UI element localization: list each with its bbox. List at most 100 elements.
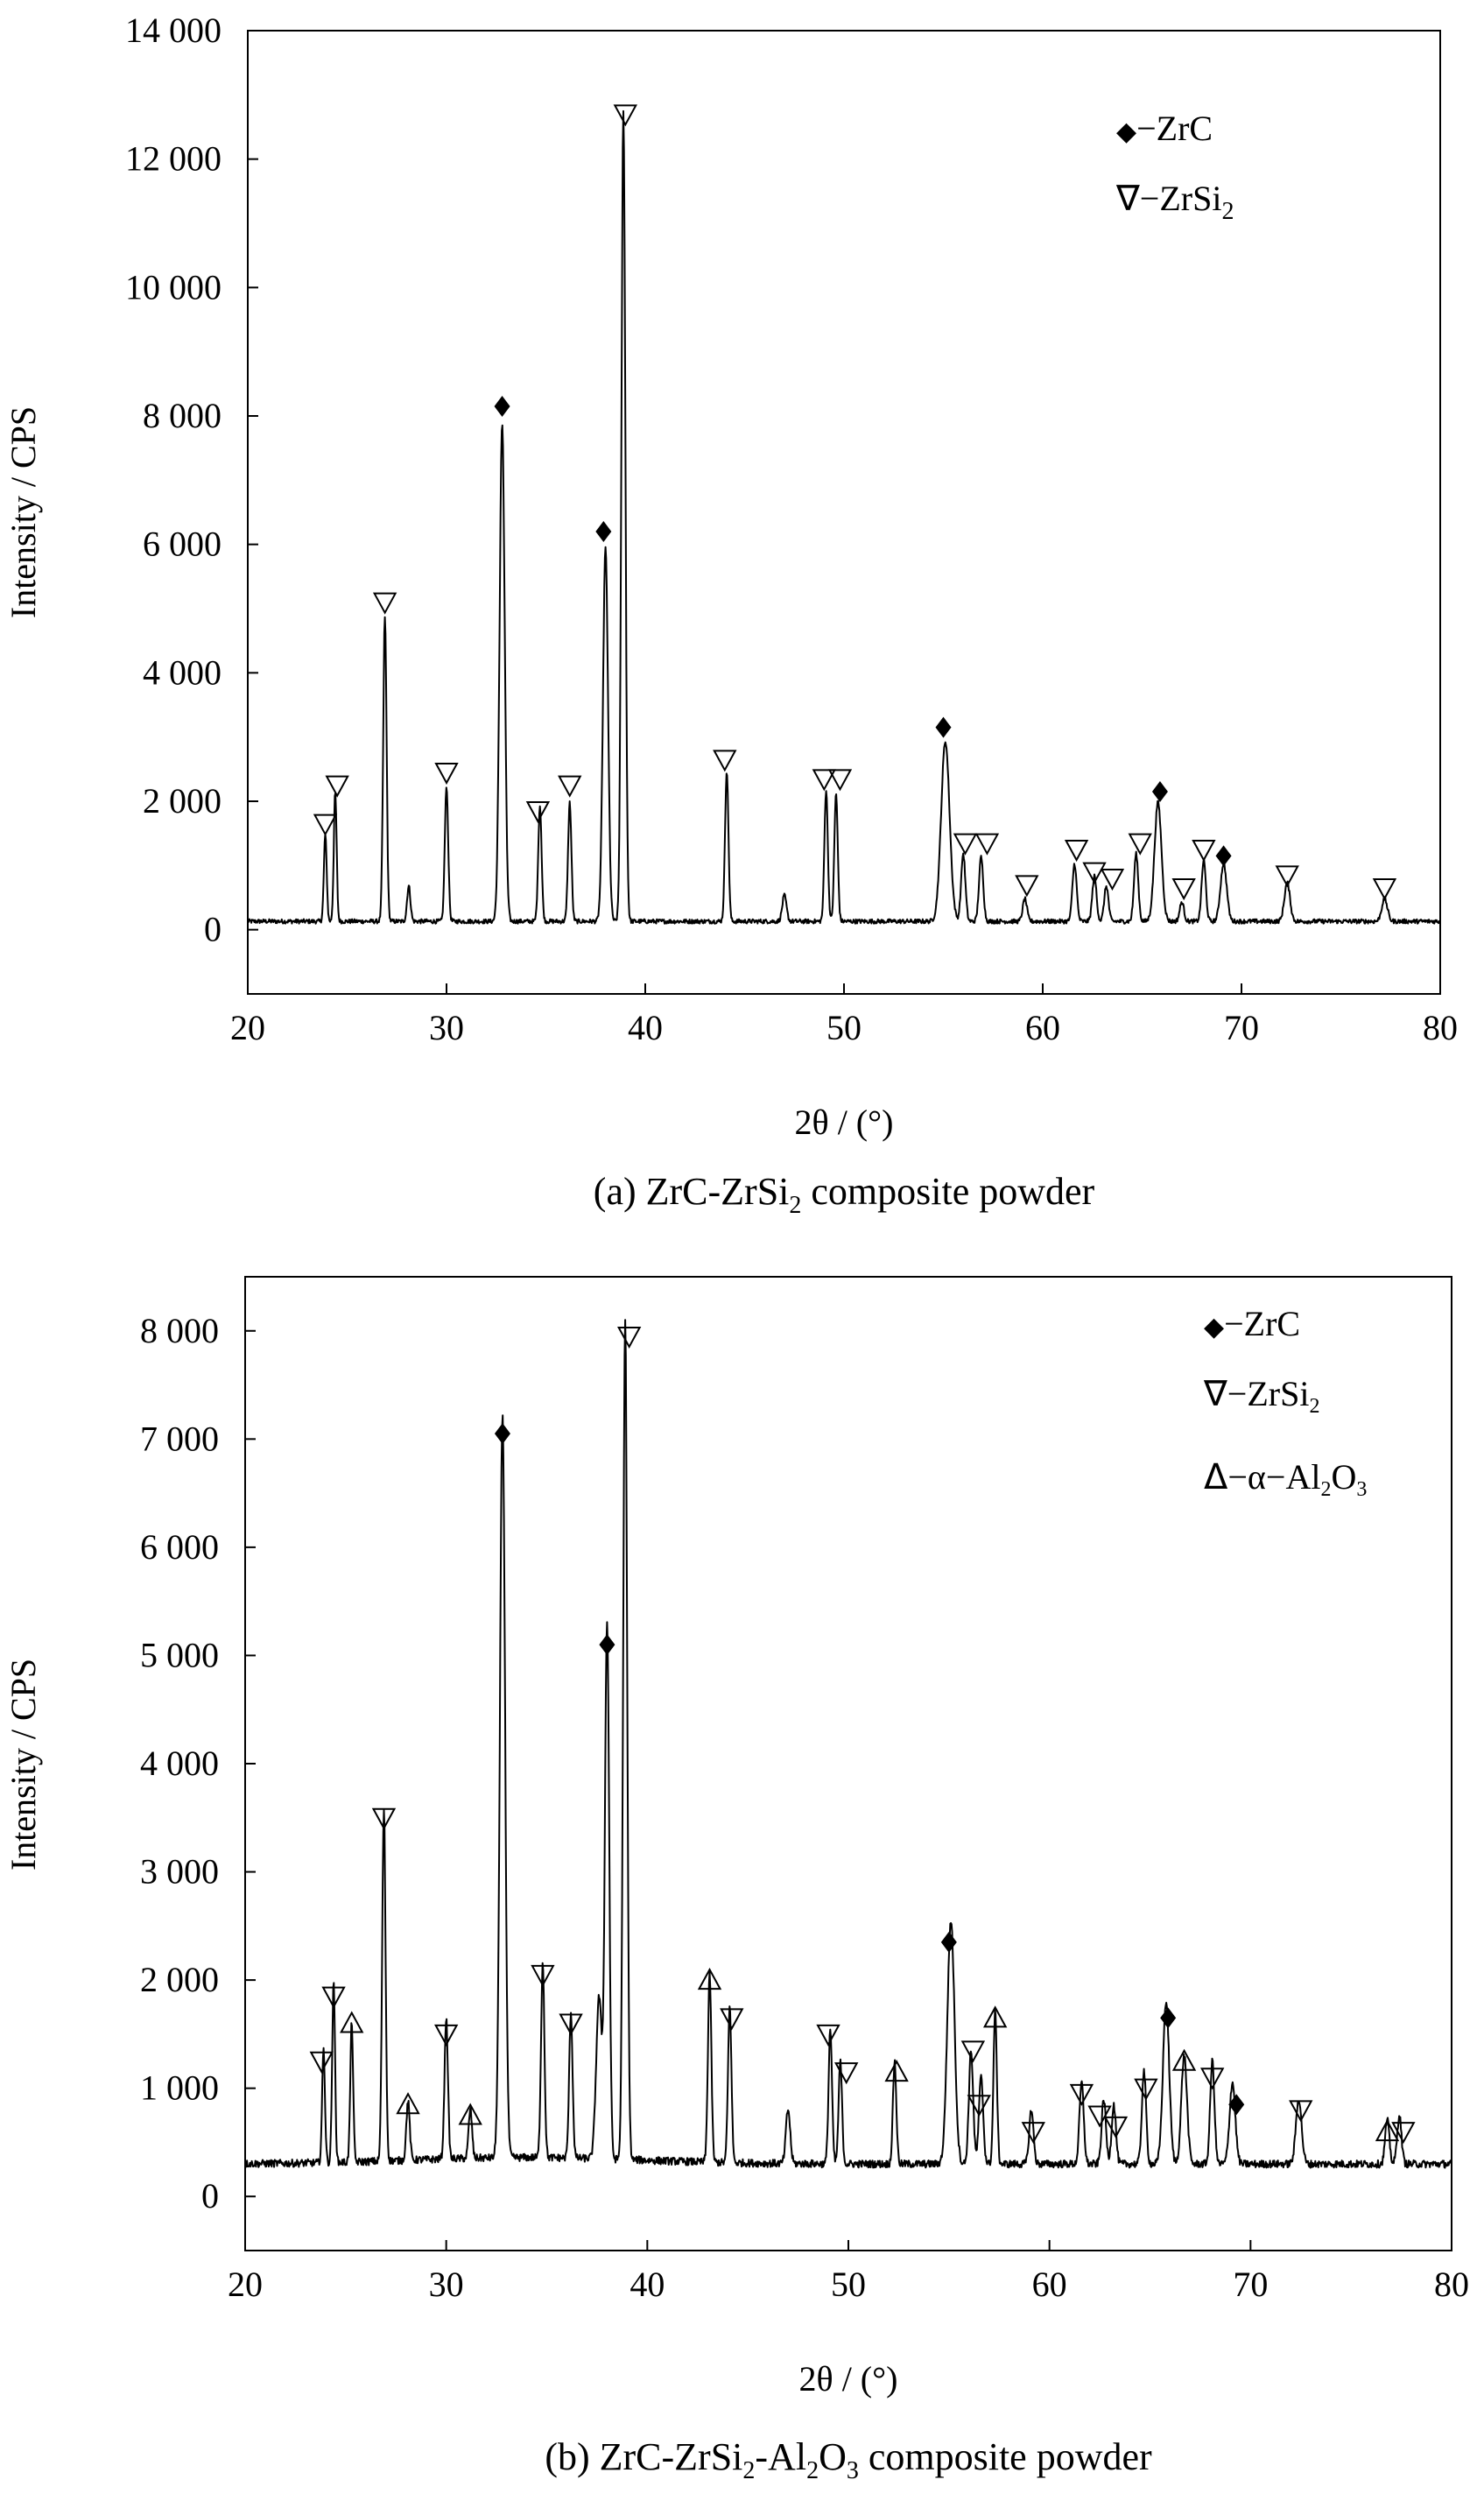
zrsi2-marker — [309, 2051, 334, 2074]
panel-b-legend-al2o3-symbol: Δ — [1204, 1457, 1228, 1497]
panel-b-legend-al2o3: Δ−α−Al2O3 — [1204, 1457, 1367, 1501]
zrsi2-marker — [1192, 840, 1216, 863]
panel-a-legend-zrsi2-sub: 2 — [1221, 198, 1234, 225]
y-tick-label: 4 000 — [140, 1744, 219, 1783]
panel-a-chart: 20 30 40 50 60 70 80 0 2 000 4 000 6 000 8 000 10 00… — [4, 11, 1458, 1219]
panel-b-caption: (b) ZrC-ZrSi2-Al2O3 composite powder — [545, 2435, 1152, 2484]
x-tick-label: 40 — [628, 1008, 663, 1047]
x-tick-label: 20 — [230, 1008, 265, 1047]
y-tick-label: 0 — [201, 2176, 219, 2216]
zrsi2-marker — [1372, 878, 1397, 901]
zrc-marker — [935, 716, 952, 738]
x-tick-label: 30 — [429, 2265, 464, 2304]
zrsi2-marker — [1289, 2100, 1313, 2123]
panel-b-caption-sub2: 2 — [806, 2457, 819, 2484]
panel-a-legend-zrsi2: ∇−ZrSi2 — [1115, 179, 1234, 225]
zrsi2-marker — [313, 814, 338, 836]
zrc-marker — [595, 521, 612, 542]
xrd-pattern-line — [244, 1319, 1452, 2169]
y-tick-label: 4 000 — [143, 652, 222, 692]
zrsi2-marker — [1021, 2122, 1045, 2145]
panel-b-legend-al2o3-mid: O — [1331, 1457, 1356, 1497]
panel-b-legend-al2o3-label: −α−Al — [1227, 1457, 1320, 1497]
zrsi2-marker — [559, 2013, 583, 2036]
x-tick-label: 60 — [1025, 1008, 1060, 1047]
panel-b-legend-al2o3-sub2: 3 — [1356, 1478, 1367, 1501]
y-tick-label: 6 000 — [140, 1527, 219, 1567]
zrsi2-marker — [558, 775, 582, 798]
zrc-marker — [940, 1931, 957, 1953]
zrsi2-marker — [531, 1964, 555, 1988]
y-tick-label: 12 000 — [125, 139, 222, 179]
panel-a-ticks: 20 30 40 50 60 70 80 0 2 000 4 000 6 000 8 000 10 00… — [125, 11, 1458, 1047]
panel-a-legend-zrsi2-label: −ZrSi — [1140, 179, 1222, 218]
xrd-pattern-line — [247, 109, 1441, 925]
zrsi2-marker — [720, 2008, 744, 2031]
x-tick-label: 50 — [826, 1008, 862, 1047]
x-tick-label: 70 — [1233, 2265, 1268, 2304]
y-tick-label: 5 000 — [140, 1635, 219, 1674]
panel-b-ticks: 20 30 40 50 60 70 80 0 1 000 2 000 3 000 4 000 5 000… — [140, 1311, 1469, 2304]
zrsi2-marker — [1069, 2083, 1094, 2106]
zrsi2-marker — [1171, 878, 1196, 901]
zrc-marker — [1215, 845, 1232, 867]
panel-b-y-axis-title: Intensity / CPS — [4, 1659, 43, 1870]
zrsi2-marker — [1015, 875, 1039, 898]
y-tick-label: 8 000 — [143, 396, 222, 435]
panel-b-caption-mid: -Al — [755, 2435, 806, 2478]
panel-b-caption-suffix: composite powder — [859, 2435, 1152, 2478]
y-tick-label: 7 000 — [140, 1419, 219, 1458]
al2o3-marker — [458, 2103, 482, 2125]
zrsi2-marker — [616, 1326, 642, 1349]
y-tick-label: 8 000 — [140, 1311, 219, 1350]
panel-a-plot-frame — [247, 30, 1441, 995]
zrsi2-marker — [812, 769, 836, 792]
zrc-marker — [1151, 781, 1168, 802]
y-tick-label: 0 — [204, 910, 222, 949]
zrsi2-marker — [1100, 869, 1125, 891]
panel-b-legend-zrsi2-sub: 2 — [1309, 1395, 1319, 1418]
panel-b-legend-zrsi2: ∇−ZrSi2 — [1203, 1374, 1319, 1418]
panel-b-legend-zrc: ◆−ZrC — [1204, 1304, 1300, 1343]
zrsi2-marker — [816, 2024, 840, 2047]
zrsi2-marker — [1275, 865, 1299, 888]
x-tick-label: 80 — [1423, 1008, 1458, 1047]
zrsi2-marker — [1128, 833, 1152, 856]
al2o3-marker — [1171, 2048, 1197, 2071]
al2o3-marker — [884, 2060, 909, 2082]
panel-b-chart: 20 30 40 50 60 70 80 0 1 000 2 000 3 000 4 000 5 000… — [4, 1276, 1469, 2484]
y-tick-label: 2 000 — [143, 781, 222, 821]
zrsi2-marker — [371, 1807, 397, 1830]
zrc-marker — [494, 396, 510, 417]
zrsi2-marker — [433, 2024, 459, 2047]
panel-a-legend-zrc-symbol: ◆ — [1116, 116, 1136, 147]
zrc-marker — [1160, 2007, 1177, 2029]
zrc-marker — [1228, 2094, 1245, 2116]
panel-a-caption-sub: 2 — [789, 1192, 801, 1219]
panel-a-legend-zrsi2-symbol: ∇ — [1115, 179, 1140, 219]
zrsi2-marker — [325, 775, 349, 798]
panel-a-x-axis-title: 2θ / (°) — [795, 1103, 894, 1142]
x-tick-label: 60 — [1032, 2265, 1067, 2304]
panel-a-caption-suffix: composite powder — [801, 1170, 1094, 1213]
x-tick-label: 20 — [228, 2265, 263, 2304]
panel-a-y-axis-title: Intensity / CPS — [4, 406, 43, 618]
zrc-marker — [599, 1634, 615, 1656]
zrsi2-marker — [834, 2062, 859, 2085]
zrsi2-marker — [1391, 2122, 1416, 2145]
y-tick-label: 14 000 — [125, 11, 222, 50]
panel-a-caption-prefix: (a) ZrC-ZrSi — [594, 1170, 790, 1213]
zrsi2-marker — [1082, 862, 1107, 884]
al2o3-marker — [982, 2005, 1008, 2028]
panel-a-caption: (a) ZrC-ZrSi2 composite powder — [594, 1170, 1095, 1219]
x-tick-label: 70 — [1224, 1008, 1259, 1047]
panel-b-legend-al2o3-sub: 2 — [1320, 1478, 1331, 1501]
zrsi2-marker — [525, 801, 551, 824]
zrc-marker — [494, 1423, 510, 1445]
y-tick-label: 1 000 — [140, 2068, 219, 2108]
panel-a-legend: ◆−ZrC ∇−ZrSi2 — [1115, 109, 1234, 225]
panel-b-caption-sub3: 3 — [847, 2457, 859, 2484]
panel-b-legend: ◆−ZrC ∇−ZrSi2 Δ−α−Al2O3 — [1203, 1304, 1367, 1501]
panel-b-legend-zrsi2-label: −ZrSi — [1227, 1374, 1310, 1413]
